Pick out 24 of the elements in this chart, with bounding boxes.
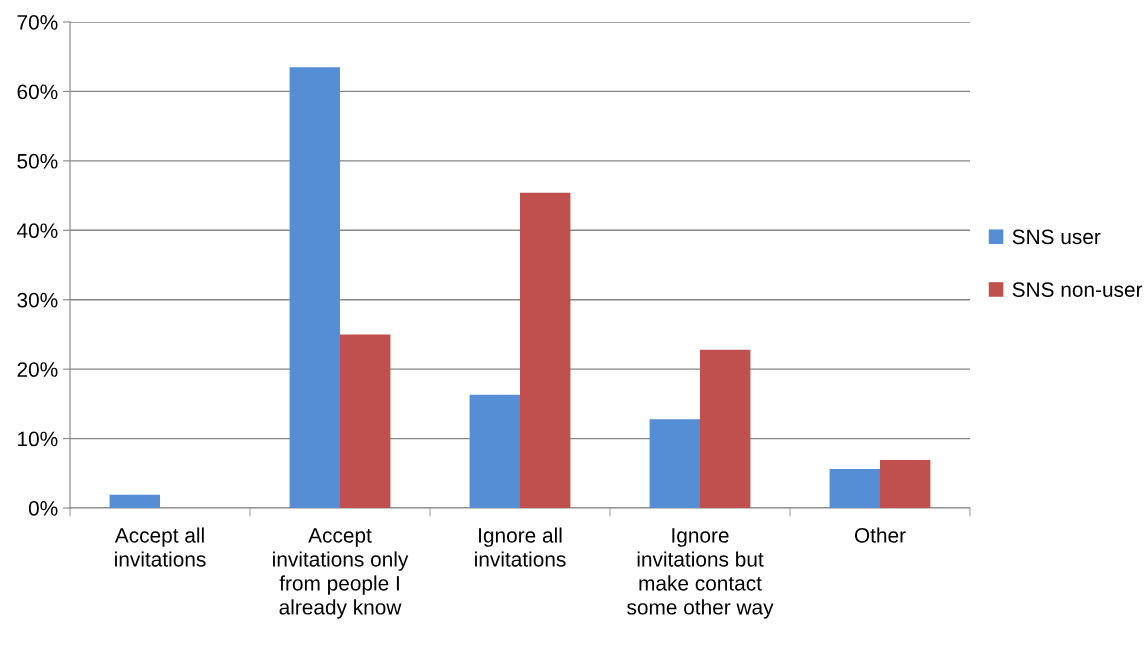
bar [700,349,751,508]
bar [649,419,700,508]
x-tick-label: Ignore invitations but make contact some other way [627,528,774,619]
bar [880,460,931,508]
x-tick-label: Accept all invitations [114,527,206,567]
legend-label: SNS user [1012,229,1101,245]
y-tick-label: 20% [17,362,58,377]
bar [109,494,160,508]
y-tick-label: 0% [28,501,58,516]
y-tick-label: 60% [17,84,58,100]
y-tick-label: 50% [17,153,58,169]
y-tick-label: 10% [18,431,58,447]
x-tick-label: Accept invitations only from people I already know [273,528,409,619]
y-tick-label: 30% [17,292,58,308]
bar [469,394,520,508]
y-tick-label: 40% [16,223,58,239]
y-tick-label: 70% [17,15,58,30]
bar [520,192,571,508]
x-tick-label: Other [854,527,906,543]
bar [829,469,880,508]
bar [340,334,391,508]
bar [289,67,340,508]
x-tick-label: Ignore all invitations [475,527,566,567]
legend-label: SNS non-user [1012,282,1143,297]
